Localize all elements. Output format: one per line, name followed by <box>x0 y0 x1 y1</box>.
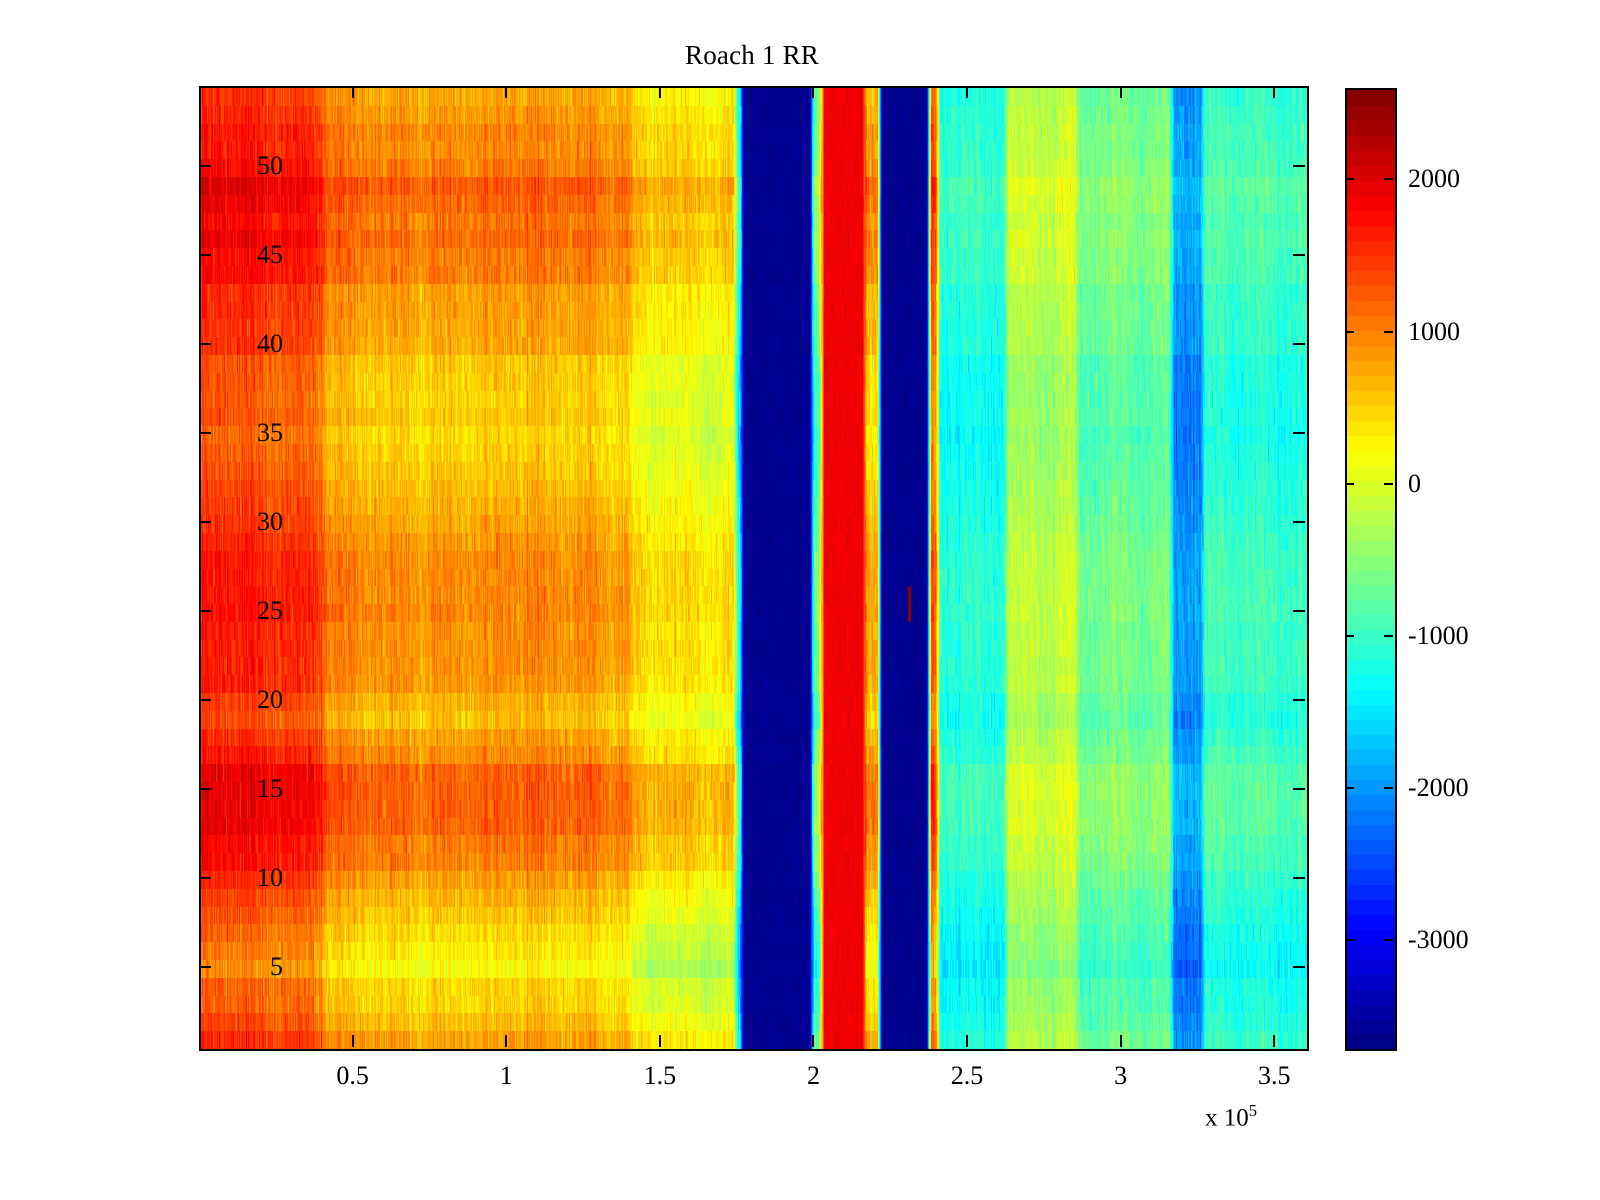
x-tick-mark <box>351 1035 354 1047</box>
x-exponent-power: 5 <box>1248 1101 1257 1120</box>
y-tick-mark <box>199 254 211 257</box>
y-tick-mark <box>199 343 211 346</box>
x-tick-label: 3.5 <box>1258 1061 1291 1090</box>
page-title: Roach 1 RR <box>685 40 819 70</box>
colorbar-tick-label: -3000 <box>1408 925 1469 955</box>
x-tick-mark <box>658 1035 661 1047</box>
colorbar-gradient <box>1347 90 1395 1049</box>
x-tick-mark-top <box>966 86 969 98</box>
x-tick-mark-top <box>1273 86 1276 98</box>
y-tick-mark <box>199 521 211 523</box>
colorbar-tick-mark-left <box>1345 482 1354 485</box>
x-tick-mark-top <box>658 86 661 98</box>
colorbar-tick-mark-left <box>1345 635 1354 637</box>
colorbar-tick-label: 2000 <box>1408 164 1460 194</box>
x-tick-mark-top <box>351 86 354 98</box>
colorbar-tick-mark-right <box>1384 330 1393 333</box>
x-axis-exponent-label: x 105 <box>1205 1101 1257 1132</box>
y-tick-label: 30 <box>257 507 283 536</box>
x-tick-mark <box>1119 1035 1122 1047</box>
y-tick-label: 45 <box>257 240 283 270</box>
x-tick-label: 1.5 <box>643 1061 677 1090</box>
colorbar-tick-label: -1000 <box>1408 621 1469 650</box>
y-tick-mark-right <box>1293 432 1305 435</box>
y-tick-mark-right <box>1293 254 1305 257</box>
x-tick-mark <box>505 1035 508 1047</box>
x-tick-mark-top <box>1119 86 1122 98</box>
x-tick-mark <box>812 1035 815 1047</box>
y-tick-mark-right <box>1293 609 1305 612</box>
x-tick-mark-top <box>812 86 815 98</box>
y-tick-label: 15 <box>257 773 283 803</box>
colorbar[interactable] <box>1345 88 1397 1051</box>
x-tick-label: 1 <box>499 1061 513 1090</box>
y-tick-mark <box>199 432 211 435</box>
heatmap-image[interactable] <box>201 88 1307 1049</box>
colorbar-tick-label: 0 <box>1408 468 1421 498</box>
y-tick-mark <box>199 165 211 168</box>
x-tick-label: 0.5 <box>336 1061 369 1090</box>
y-tick-label: 25 <box>257 595 283 625</box>
y-tick-label: 50 <box>257 151 283 181</box>
colorbar-tick-mark-right <box>1384 787 1393 790</box>
y-tick-mark <box>199 698 211 701</box>
y-tick-mark-right <box>1293 698 1305 701</box>
colorbar-tick-mark-right <box>1384 178 1393 181</box>
x-tick-label: 2 <box>806 1061 820 1090</box>
x-tick-mark <box>1273 1035 1276 1047</box>
colorbar-tick-mark-left <box>1345 787 1354 790</box>
colorbar-tick-label: 1000 <box>1408 316 1460 346</box>
y-tick-label: 20 <box>257 684 283 714</box>
y-tick-label: 40 <box>257 329 283 359</box>
colorbar-tick-mark-right <box>1384 635 1393 637</box>
colorbar-tick-mark-left <box>1345 178 1354 181</box>
x-tick-mark <box>966 1035 969 1047</box>
colorbar-tick-mark-left <box>1345 939 1354 942</box>
heatmap-axes[interactable] <box>199 86 1309 1051</box>
colorbar-tick-label: -2000 <box>1408 773 1469 803</box>
y-tick-mark-right <box>1293 165 1305 168</box>
colorbar-tick-mark-right <box>1384 939 1393 942</box>
y-tick-mark-right <box>1293 343 1305 346</box>
x-tick-mark-top <box>505 86 508 98</box>
colorbar-tick-mark-right <box>1384 482 1393 485</box>
y-tick-mark-right <box>1293 965 1305 968</box>
y-tick-mark <box>199 876 211 879</box>
colorbar-tick-mark-left <box>1345 330 1354 333</box>
x-tick-label: 3 <box>1114 1061 1128 1090</box>
y-tick-label: 35 <box>257 418 283 448</box>
x-exponent-base: x 10 <box>1205 1104 1249 1132</box>
y-tick-mark-right <box>1293 787 1305 790</box>
y-tick-label: 10 <box>257 862 283 892</box>
y-tick-mark-right <box>1293 521 1305 523</box>
y-tick-label: 5 <box>270 951 283 981</box>
y-tick-mark-right <box>1293 876 1305 879</box>
y-tick-mark <box>199 609 211 612</box>
y-tick-mark <box>199 965 211 968</box>
x-tick-label: 2.5 <box>950 1061 984 1090</box>
y-tick-mark <box>199 787 211 790</box>
